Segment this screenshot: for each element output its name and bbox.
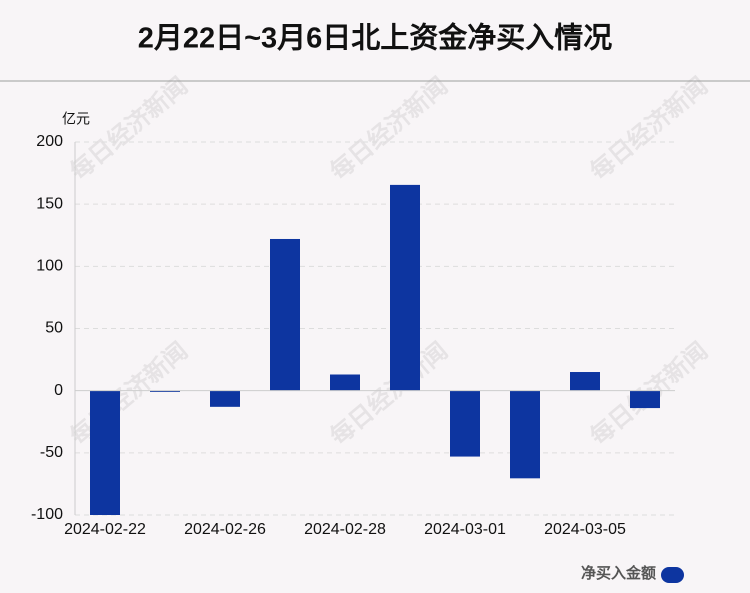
bar	[510, 390, 540, 479]
bar	[390, 184, 420, 391]
y-tick-label: 200	[36, 133, 63, 150]
y-tick-label: -50	[40, 444, 63, 461]
x-tick-label: 2024-02-26	[184, 521, 266, 538]
y-unit: 亿元	[62, 111, 90, 127]
y-tick-label: 0	[54, 382, 63, 399]
legend-swatch	[661, 567, 684, 583]
x-tick-label: 2024-02-28	[304, 521, 386, 538]
y-tick-label: -100	[31, 506, 63, 523]
bar	[630, 390, 660, 409]
bar	[90, 390, 120, 515]
x-tick-label: 2024-03-01	[424, 521, 506, 538]
bar	[270, 238, 300, 391]
y-tick-label: 50	[45, 320, 63, 337]
x-tick-label: 2024-02-22	[64, 521, 146, 538]
bar	[330, 374, 360, 391]
legend-label: 净买入金额	[581, 564, 656, 582]
bar	[570, 372, 600, 391]
y-tick-label: 100	[36, 258, 63, 275]
y-tick-label: 150	[36, 195, 63, 212]
bar	[210, 390, 240, 407]
x-tick-label: 2024-03-05	[544, 521, 626, 538]
chart-title: 2月22日~3月6日北上资金净买入情况	[138, 21, 613, 55]
bar	[450, 390, 480, 457]
bar	[150, 390, 180, 392]
